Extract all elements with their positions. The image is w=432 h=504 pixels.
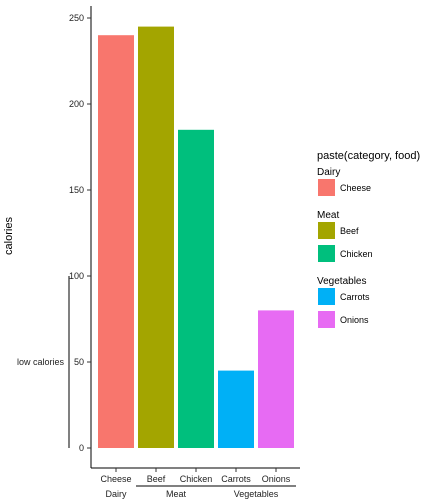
plot-area: 0 50 100 150 200 250 Cheese Beef Chicken Carrots O…	[17, 6, 300, 499]
y-tick-label-100: 100	[69, 271, 84, 281]
legend-key-carrots	[318, 288, 335, 305]
y-tick-label-200: 200	[69, 99, 84, 109]
y-tick-label-0: 0	[79, 443, 84, 453]
x-tick-label-cheese: Cheese	[100, 474, 131, 484]
legend-group-dairy: Dairy	[317, 167, 340, 178]
y-tick-label-250: 250	[69, 13, 84, 23]
bar-carrots	[218, 370, 254, 448]
legend-key-onions	[318, 311, 335, 328]
bar-cheese	[98, 35, 134, 448]
legend-label-cheese: Cheese	[340, 183, 371, 193]
y-tick-label-150: 150	[69, 185, 84, 195]
bar-beef	[138, 26, 174, 448]
legend-group-meat: Meat	[317, 210, 339, 221]
x-tick-label-chicken: Chicken	[180, 474, 213, 484]
y-tick-label-50: 50	[74, 357, 84, 367]
bar-onions	[258, 310, 294, 448]
x-tick-label-carrots: Carrots	[221, 474, 251, 484]
legend-label-onions: Onions	[340, 315, 369, 325]
legend-label-chicken: Chicken	[340, 249, 373, 259]
group-label-meat: Meat	[166, 489, 187, 499]
bar-chicken	[178, 129, 214, 449]
x-tick-label-beef: Beef	[147, 474, 166, 484]
low-calories-label: low calories	[17, 357, 65, 367]
legend-title: paste(category, food)	[317, 150, 420, 162]
legend-key-chicken	[318, 245, 335, 262]
legend-key-cheese	[318, 179, 335, 196]
legend-group-vegetables: Vegetables	[317, 276, 367, 287]
x-tick-label-onions: Onions	[262, 474, 291, 484]
group-label-vegetables: Vegetables	[234, 489, 279, 499]
legend-label-beef: Beef	[340, 226, 359, 236]
y-axis-title: calories	[3, 217, 15, 255]
legend-label-carrots: Carrots	[340, 292, 370, 302]
legend-key-beef	[318, 222, 335, 239]
group-label-dairy: Dairy	[105, 489, 127, 499]
